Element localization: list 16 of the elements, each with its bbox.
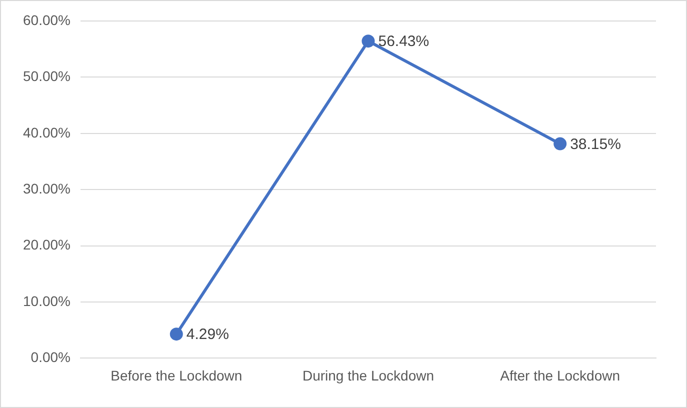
y-tick-label: 50.00% <box>23 68 70 84</box>
point <box>362 34 375 48</box>
x-tick-label: After the Lockdown <box>500 367 620 384</box>
y-tick-label: 30.00% <box>23 180 70 196</box>
point <box>554 137 567 150</box>
y-tick-label: 40.00% <box>23 124 70 140</box>
y-tick-label: 60.00% <box>23 12 70 28</box>
data-label: 4.29% <box>186 326 229 344</box>
y-tick-label: 0.00% <box>30 349 70 366</box>
y-tick-label: 10.00% <box>23 292 70 309</box>
x-tick-label: Before the Lockdown <box>110 367 242 384</box>
x-tick-label: During the Lockdown <box>302 367 434 384</box>
point <box>170 328 183 341</box>
y-tick-label: 20.00% <box>23 236 70 253</box>
data-label: 38.15% <box>570 136 621 153</box>
data-label: 56.43% <box>378 33 430 50</box>
